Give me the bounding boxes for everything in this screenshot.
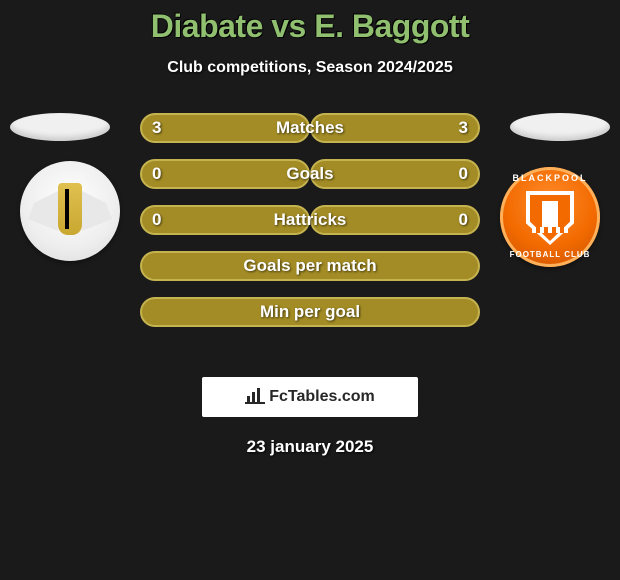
stat-value-left: 3	[152, 113, 161, 143]
club-crest-right: BLACKPOOL FOOTBALL CLUB	[500, 167, 600, 267]
stat-row: Min per goal	[140, 297, 480, 327]
stat-label: Hattricks	[140, 205, 480, 235]
stat-label: Goals per match	[140, 251, 480, 281]
stat-value-left: 0	[152, 159, 161, 189]
date-text: 23 january 2025	[0, 437, 620, 457]
crest-right-tower	[542, 201, 558, 227]
chart-area: BLACKPOOL FOOTBALL CLUB Matches33Goals00…	[0, 113, 620, 359]
infographic-container: Diabate vs E. Baggott Club competitions,…	[0, 0, 620, 457]
crest-right-waves	[532, 227, 568, 233]
stat-label: Goals	[140, 159, 480, 189]
crest-left-wing-r	[82, 191, 112, 231]
stat-value-left: 0	[152, 205, 161, 235]
attribution-text: FcTables.com	[269, 388, 375, 406]
stat-value-right: 0	[459, 205, 468, 235]
subtitle: Club competitions, Season 2024/2025	[0, 59, 620, 77]
stat-row: Matches3 3	[140, 113, 480, 143]
stat-value-right: 0	[459, 159, 468, 189]
stat-row: Goals per match	[140, 251, 480, 281]
stat-value-right: 3	[459, 113, 468, 143]
crest-left-shield	[58, 183, 82, 235]
bar-chart-icon	[245, 386, 265, 409]
crest-left-wing-l	[28, 191, 58, 231]
attribution-badge: FcTables.com	[202, 377, 418, 417]
crest-right-top-text: BLACKPOOL	[500, 173, 600, 183]
stat-row: Hattricks0 0	[140, 205, 480, 235]
stat-row: Goals0 0	[140, 159, 480, 189]
crest-right-bottom-text: FOOTBALL CLUB	[500, 250, 600, 259]
page-title: Diabate vs E. Baggott	[0, 8, 620, 45]
stat-label: Min per goal	[140, 297, 480, 327]
stat-label: Matches	[140, 113, 480, 143]
player-disc-left	[10, 113, 110, 141]
player-disc-right	[510, 113, 610, 141]
crest-left-stripe	[65, 189, 69, 229]
club-crest-left	[20, 161, 120, 261]
